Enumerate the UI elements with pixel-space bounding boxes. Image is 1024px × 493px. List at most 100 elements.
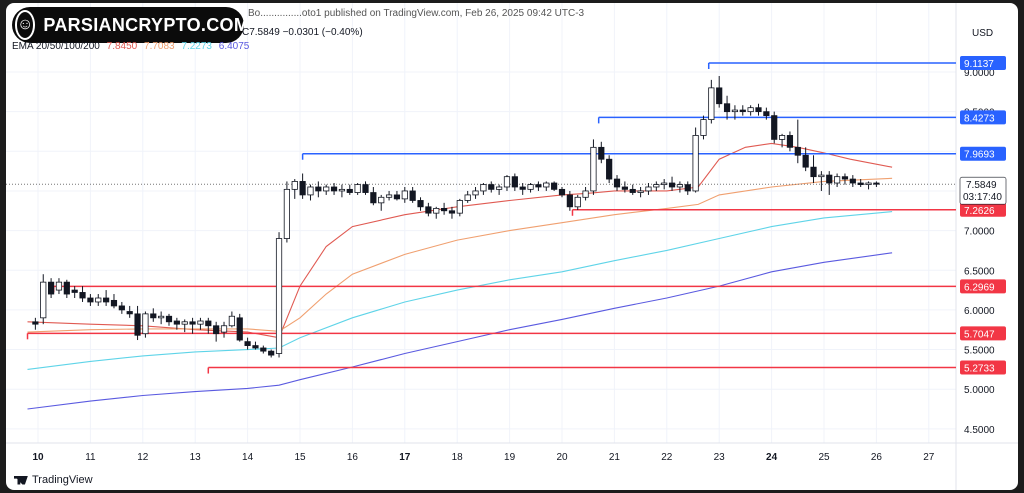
candle-body <box>448 210 456 214</box>
candle-body <box>268 350 275 356</box>
candle-body <box>260 347 267 352</box>
candle-body <box>778 135 786 140</box>
candle-body <box>496 186 503 190</box>
ema-line-ema200 <box>27 252 893 410</box>
candle-body <box>708 87 715 120</box>
x-tick-label: 20 <box>556 452 568 463</box>
last-price-tag <box>959 176 1007 205</box>
ema-value-50: 7.7083 <box>144 41 175 52</box>
chart-panel: USD9.00008.50008.00007.50007.00006.50006… <box>6 3 1018 490</box>
candle-body <box>244 341 251 346</box>
level-tag-6.2969[interactable] <box>960 279 1006 294</box>
candle-body <box>315 186 322 192</box>
level-tag-text: 5.2733 <box>964 364 995 375</box>
candle-body <box>668 182 676 188</box>
person-network-icon: ☺ <box>15 10 36 40</box>
candle-body <box>330 186 338 192</box>
candle-body <box>213 325 220 335</box>
candle-body <box>79 292 86 299</box>
level-tag-7.9693[interactable] <box>960 146 1006 161</box>
y-tick-label: 6.0000 <box>964 306 995 317</box>
x-tick-label: 12 <box>137 452 149 463</box>
candle-body <box>440 207 448 212</box>
candle-body <box>95 297 102 303</box>
x-tick-label: 10 <box>32 452 44 463</box>
candle-body <box>834 176 841 184</box>
candle-body <box>771 115 778 140</box>
x-tick-label: 22 <box>661 452 673 463</box>
candle-body <box>425 206 432 214</box>
level-tag-text: 6.2969 <box>964 282 995 293</box>
ema-line-ema50 <box>27 177 893 333</box>
candle-body <box>205 320 212 327</box>
candle-body <box>692 135 699 192</box>
candle-body <box>527 184 534 190</box>
candle-body <box>362 184 369 193</box>
candle-body <box>346 188 353 193</box>
x-tick-label: 23 <box>714 452 726 463</box>
candle-body <box>393 194 401 200</box>
ema-line-ema20 <box>27 142 893 339</box>
publisher-line: Bo...............oto1 published on Tradi… <box>248 8 585 19</box>
x-tick-label: 18 <box>452 452 464 463</box>
x-tick-label: 14 <box>242 452 254 463</box>
candle-body <box>645 186 652 192</box>
candle-body <box>747 107 754 113</box>
y-tick-label: 4.5000 <box>964 425 995 436</box>
candle-body <box>401 190 408 200</box>
candle-body <box>621 186 628 190</box>
level-tag-5.7047[interactable] <box>960 326 1006 341</box>
candle-body <box>323 186 330 192</box>
candle-body <box>126 311 133 315</box>
candle-body <box>857 182 864 186</box>
candle-body <box>252 345 259 349</box>
price-change: C7.5849 −0.0301 (−0.40%) <box>242 27 363 38</box>
candle-body <box>739 109 746 113</box>
candle-body <box>417 200 424 208</box>
candle-body <box>566 194 573 208</box>
level-tag-text: 8.4273 <box>964 113 995 124</box>
candle-body <box>275 238 283 354</box>
candle-body <box>299 181 306 196</box>
tradingview-brand: TradingView <box>32 474 93 486</box>
candle-body <box>370 192 377 204</box>
x-tick-label: 17 <box>399 452 411 463</box>
watermark-logo: ☺ PARSIANCRYPTO.COM <box>12 7 249 43</box>
tradingview-footer[interactable]: TradingView <box>14 474 93 486</box>
y-tick-label: 7.0000 <box>964 227 995 238</box>
candle-body <box>535 184 542 188</box>
candle-body <box>488 184 495 190</box>
candle-body <box>378 196 385 204</box>
candle-body <box>63 281 70 295</box>
y-tick-label: 9.0000 <box>964 68 995 79</box>
candle-body <box>291 181 298 190</box>
level-tag-7.2626[interactable] <box>960 202 1006 217</box>
level-tag-5.2733[interactable] <box>960 360 1006 375</box>
candle-body <box>716 87 723 105</box>
candle-body <box>519 186 526 190</box>
ema-value-20: 7.8450 <box>106 41 138 52</box>
candle-body <box>464 194 471 201</box>
candlestick-chart[interactable]: USD9.00008.50008.00007.50007.00006.50006… <box>6 3 1018 490</box>
candle-body <box>40 281 47 319</box>
x-tick-label: 13 <box>190 452 202 463</box>
candle-body <box>236 317 243 341</box>
candle-body <box>134 313 141 336</box>
level-tag-text: 7.2626 <box>964 206 995 217</box>
candle-body <box>841 176 849 180</box>
candle-body <box>165 315 173 323</box>
x-tick-label: 21 <box>609 452 621 463</box>
ema-legend[interactable]: EMA 20/50/100/200 7.8450 7.7083 7.2273 6… <box>12 41 249 52</box>
candle-body <box>723 103 731 113</box>
candle-body <box>684 184 691 192</box>
candle-body <box>307 186 314 196</box>
candle-body <box>606 158 613 180</box>
level-tag-9.1137[interactable] <box>960 55 1006 70</box>
x-tick-label: 15 <box>294 452 306 463</box>
currency-label: USD <box>972 28 993 39</box>
x-tick-label: 26 <box>871 452 883 463</box>
level-tag-8.4273[interactable] <box>960 110 1006 125</box>
candle-body <box>189 321 196 325</box>
candle-body <box>849 178 856 184</box>
candle-body <box>55 281 63 291</box>
